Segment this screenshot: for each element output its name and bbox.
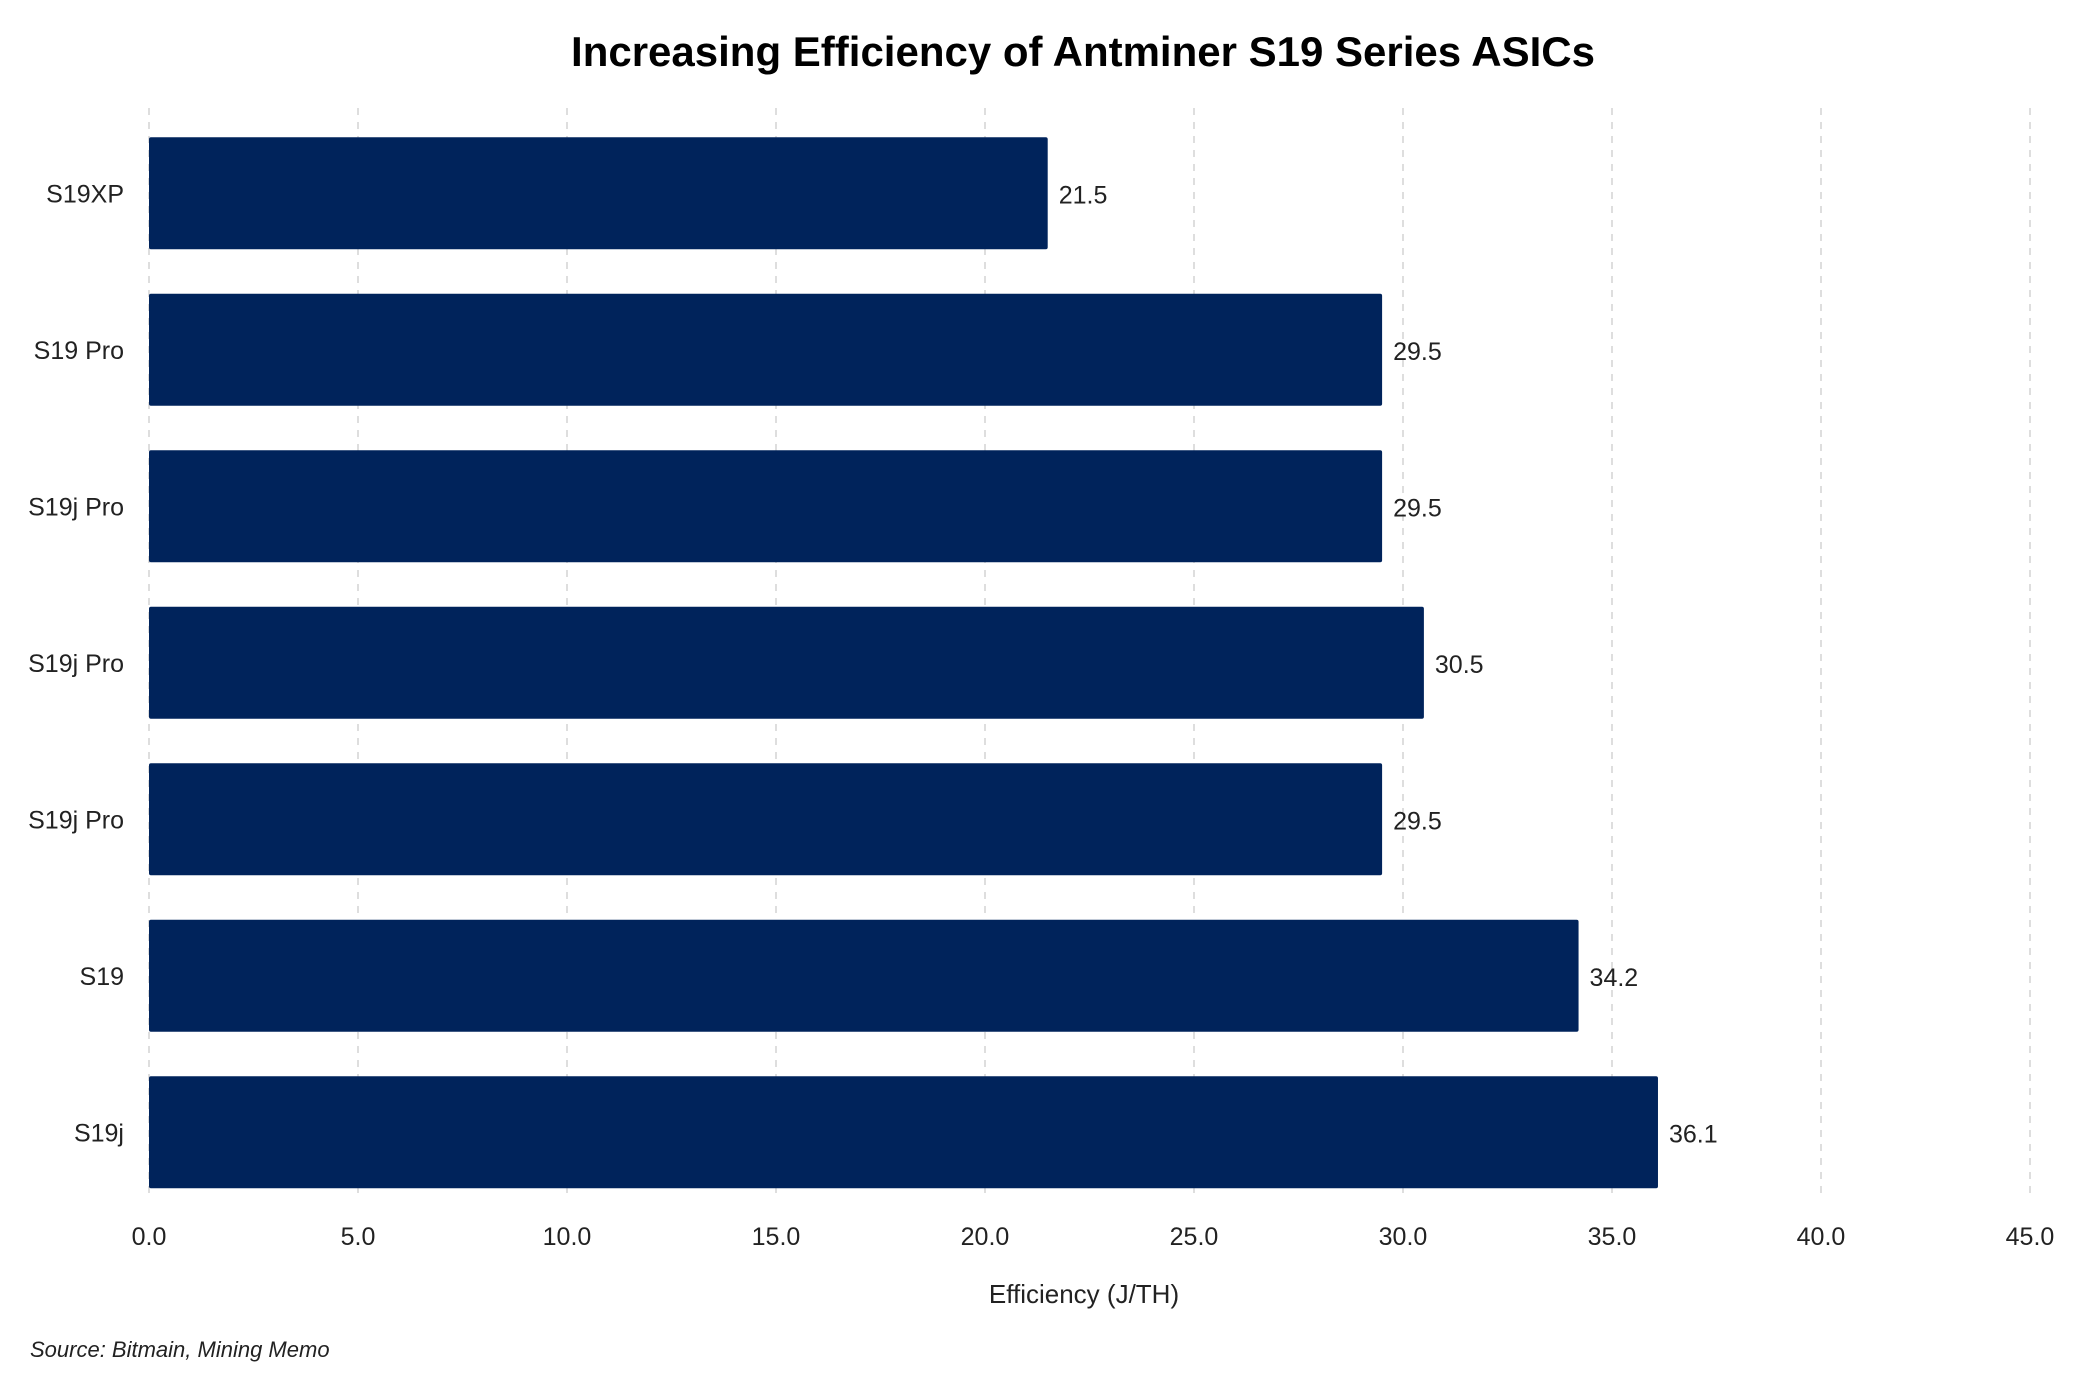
category-label: S19j (74, 1119, 124, 1147)
x-tick-label: 30.0 (1379, 1223, 1428, 1251)
x-tick-label: 5.0 (341, 1223, 376, 1251)
bar (149, 450, 1383, 563)
category-label: S19j Pro (28, 493, 124, 521)
x-axis-title: Efficiency (J/TH) (989, 1279, 1179, 1309)
x-axis-tick-labels: 0.0 5.0 10.0 15.0 20.0 25.0 30.0 35.0 40.0 45.0 (132, 1223, 2055, 1251)
x-tick-label: 45.0 (2006, 1223, 2055, 1251)
data-labels: 21.5 29.5 29.5 30.5 29.5 34.2 36.1 (1059, 181, 1718, 1148)
bar (149, 763, 1383, 876)
data-label: 34.2 (1590, 964, 1639, 992)
data-label: 21.5 (1059, 181, 1108, 209)
bar (149, 606, 1424, 719)
x-tick-label: 10.0 (543, 1223, 592, 1251)
category-label: S19j Pro (28, 650, 124, 678)
bar (149, 1076, 1658, 1189)
data-label: 30.5 (1435, 651, 1484, 679)
bar (149, 293, 1383, 406)
data-label: 29.5 (1393, 338, 1442, 366)
category-label: S19XP (46, 180, 124, 208)
bar (149, 137, 1048, 250)
x-tick-label: 0.0 (132, 1223, 167, 1251)
category-labels: S19XP S19 Pro S19j Pro S19j Pro S19j Pro S19 S… (28, 180, 124, 1147)
bars (149, 137, 1658, 1189)
data-label: 36.1 (1669, 1120, 1718, 1148)
category-label: S19 (80, 963, 124, 991)
x-tick-label: 20.0 (961, 1223, 1010, 1251)
data-label: 29.5 (1393, 494, 1442, 522)
x-tick-label: 15.0 (752, 1223, 801, 1251)
x-tick-label: 35.0 (1588, 1223, 1637, 1251)
data-label: 29.5 (1393, 807, 1442, 835)
chart-title: Increasing Efficiency of Antminer S19 Se… (571, 28, 1595, 75)
source-note: Source: Bitmain, Mining Memo (30, 1337, 330, 1362)
x-tick-label: 25.0 (1170, 1223, 1219, 1251)
category-label: S19 Pro (34, 337, 124, 365)
category-label: S19j Pro (28, 806, 124, 834)
x-tick-label: 40.0 (1797, 1223, 1846, 1251)
bar (149, 919, 1579, 1032)
